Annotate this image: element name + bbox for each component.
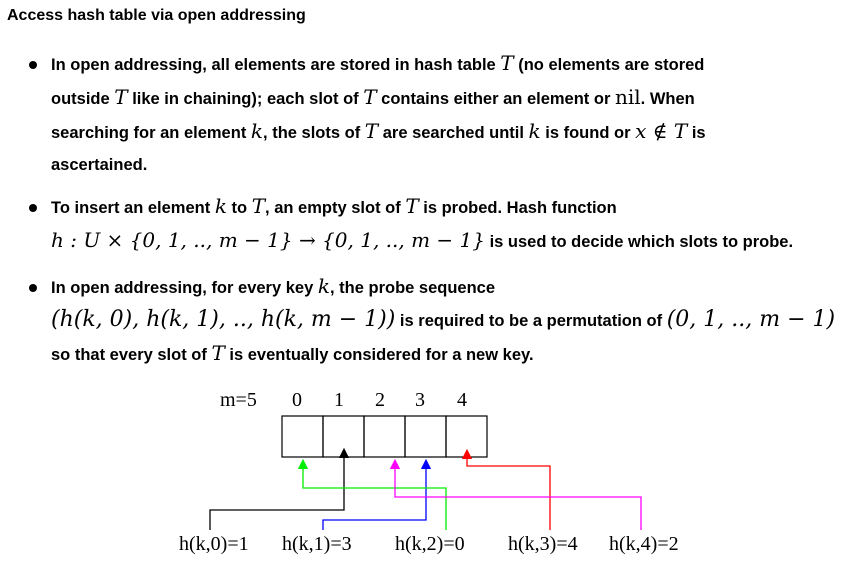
math-k: k	[214, 194, 227, 218]
probe-arrow-4	[389, 458, 642, 530]
math-permutation: (0, 1, .., m − 1)	[666, 307, 836, 332]
text-run: To insert an element	[51, 199, 215, 217]
probe-label-3: h(k,3)=4	[508, 533, 578, 555]
table-slot-2	[363, 415, 406, 458]
text-run: is required to be a permutation of	[395, 312, 667, 330]
math-nil: nil	[614, 85, 641, 109]
probe-label-1: h(k,1)=3	[282, 533, 352, 555]
table-slot-3	[404, 415, 447, 458]
bullet-dot	[29, 204, 37, 212]
probe-label-4: h(k,4)=2	[609, 533, 679, 555]
text-run: to	[226, 199, 252, 217]
math-k: k	[317, 274, 330, 298]
text-run: searching for an element	[51, 124, 251, 142]
text-run: ascertained.	[51, 156, 148, 174]
probe-label-0: h(k,0)=1	[179, 533, 249, 555]
math-k: k	[250, 119, 264, 143]
bullet-text: To insert an element k to T, an empty sl…	[51, 190, 859, 258]
m-label: m=5	[220, 389, 257, 411]
bullet-insert: To insert an element k to T, an empty sl…	[29, 190, 859, 258]
slot-index-2: 2	[375, 389, 385, 411]
math-k: k	[528, 119, 541, 143]
table-slot-0	[281, 415, 324, 458]
text-run: (no elements are stored	[513, 56, 705, 74]
text-run: like in chaining); each slot of	[127, 90, 364, 108]
math-x-not-in-T: x ∉ T	[635, 119, 688, 143]
page-title: Access hash table via open addressing	[7, 7, 306, 24]
text-run: is used to decide which slots to probe.	[484, 233, 794, 251]
text-run: , the slots of	[263, 124, 365, 142]
text-run: contains either an element or	[376, 90, 615, 108]
text-run: , the probe sequence	[329, 279, 496, 297]
table-slot-1	[322, 415, 365, 458]
bullet-dot	[29, 61, 37, 69]
probe-arrow-0	[209, 447, 350, 530]
text-run: is probed. Hash function	[418, 199, 617, 217]
text-run: is found or	[540, 124, 636, 142]
slot-index-0: 0	[292, 389, 302, 411]
bullet-text: In open addressing, for every key k, the…	[51, 270, 859, 371]
text-run: is	[687, 124, 706, 142]
math-T: T	[114, 85, 128, 109]
text-run: . When	[640, 90, 695, 108]
text-run: In open addressing, all elements are sto…	[51, 56, 501, 74]
bullet-text: In open addressing, all elements are sto…	[51, 47, 859, 181]
probe-arrow-1	[322, 458, 432, 530]
table-slot-4	[445, 415, 488, 458]
probe-arrow-2	[297, 458, 447, 530]
text-run: In open addressing, for every key	[51, 279, 318, 297]
math-T: T	[251, 194, 266, 218]
math-T: T	[363, 85, 377, 109]
slot-index-4: 4	[457, 389, 467, 411]
text-run: are searched until	[378, 124, 529, 142]
slot-index-1: 1	[334, 389, 344, 411]
math-probe-sequence: (h(k, 0), h(k, 1), .., h(k, m − 1))	[51, 307, 396, 332]
slot-index-3: 3	[415, 389, 425, 411]
bullet-probe-sequence: In open addressing, for every key k, the…	[29, 270, 859, 371]
text-run: so that every slot of	[51, 346, 212, 364]
text-run: , an empty slot of	[265, 199, 406, 217]
probe-arrow-3	[461, 448, 551, 530]
math-hash-function: h : U × {0, 1, .., m − 1} → {0, 1, .., m…	[51, 228, 485, 252]
math-T: T	[364, 119, 379, 143]
math-T: T	[211, 341, 225, 365]
math-T: T	[500, 51, 514, 75]
text-run: outside	[51, 90, 115, 108]
math-T: T	[405, 194, 419, 218]
probe-label-2: h(k,2)=0	[395, 533, 465, 555]
bullet-dot	[29, 284, 37, 292]
bullet-open-addressing: In open addressing, all elements are sto…	[29, 47, 859, 181]
text-run: is eventually considered for a new key.	[224, 346, 534, 364]
